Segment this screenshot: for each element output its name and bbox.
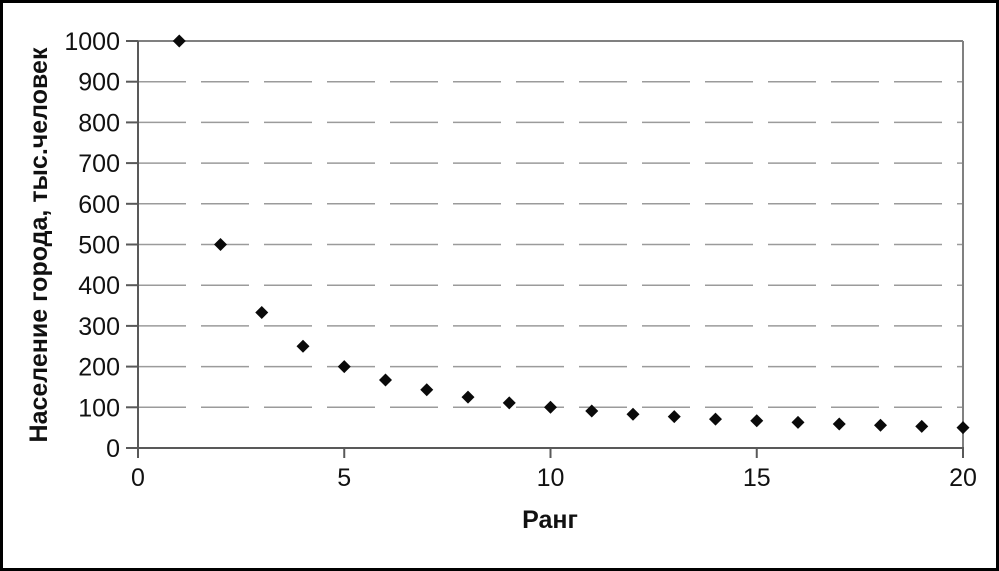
data-point [420, 383, 434, 397]
data-point [832, 417, 846, 431]
x-tick-label: 5 [337, 464, 351, 492]
data-point [709, 412, 722, 426]
data-point [255, 305, 269, 319]
x-tick-label: 10 [537, 464, 565, 492]
data-point [791, 415, 805, 429]
data-point [214, 238, 227, 251]
x-tick-label: 20 [949, 464, 977, 492]
gridlines-layer [138, 80, 963, 409]
y-tick-label: 800 [78, 109, 120, 137]
ticks-layer [126, 40, 964, 458]
y-tick-label: 200 [78, 354, 120, 382]
y-tick-label: 500 [78, 232, 120, 260]
data-point [915, 419, 929, 433]
x-tick-label: 15 [743, 464, 771, 492]
data-point [296, 339, 310, 353]
data-point [461, 390, 475, 404]
data-point [626, 407, 640, 421]
y-tick-label: 900 [78, 69, 120, 97]
data-point [337, 360, 351, 374]
x-tick-label: 0 [131, 464, 145, 492]
data-point [750, 414, 764, 428]
data-point [379, 373, 392, 387]
data-point [874, 418, 887, 432]
y-tick-label: 600 [78, 191, 120, 219]
data-point [544, 400, 557, 414]
y-tick-label: 300 [78, 313, 120, 341]
data-point [667, 410, 681, 424]
x-axis-title: Ранг [522, 506, 578, 534]
data-point [585, 404, 599, 418]
data-point [956, 421, 970, 435]
y-tick-label: 400 [78, 272, 120, 300]
y-axis-title: Население города, тыс.человек [25, 47, 53, 442]
data-point [502, 396, 516, 410]
y-tick-label: 700 [78, 150, 120, 178]
tick-labels-layer: 0 100 200 300 400 500 600 700 800 900 1000 0 5 10 15 20 [64, 28, 977, 492]
data-points-layer [172, 34, 970, 435]
y-tick-label: 1000 [64, 28, 120, 56]
y-tick-label: 0 [106, 435, 120, 463]
data-point [172, 34, 186, 48]
y-tick-label: 100 [78, 394, 120, 422]
